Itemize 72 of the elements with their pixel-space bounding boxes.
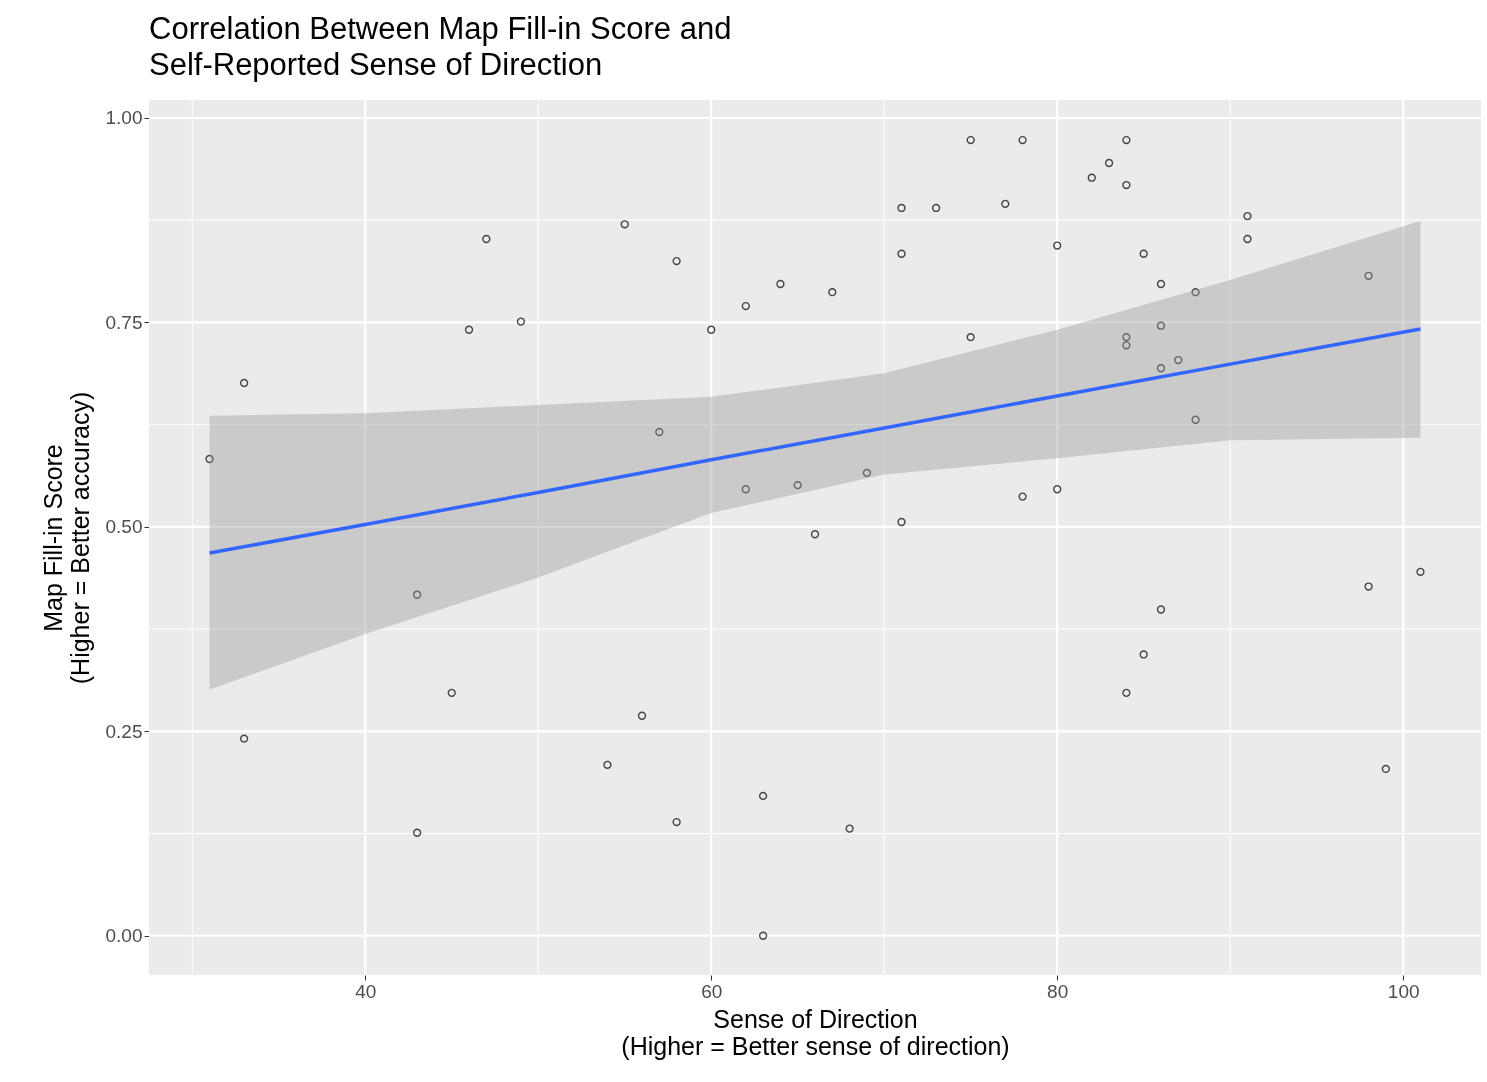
point [897, 249, 906, 258]
point [205, 454, 214, 464]
point [1104, 158, 1114, 168]
point [239, 734, 249, 743]
point [966, 332, 975, 342]
point [966, 135, 975, 145]
point [1364, 271, 1373, 280]
point [1156, 364, 1166, 373]
point [1416, 567, 1425, 576]
point [776, 279, 785, 289]
point [931, 203, 941, 213]
point [412, 828, 422, 837]
point [793, 481, 802, 490]
point [810, 530, 820, 539]
point [412, 590, 422, 599]
x-tick-label: 60 [701, 980, 723, 1002]
y-axis-title: Map Fill-in Score (Higher = Better accuracy) [38, 391, 94, 685]
x-tick-label: 80 [1047, 980, 1069, 1002]
point [239, 378, 249, 388]
point [1156, 321, 1166, 330]
point [1139, 249, 1148, 258]
point [707, 325, 716, 334]
point [620, 220, 629, 229]
point [1174, 355, 1183, 365]
point [1122, 135, 1131, 145]
point [1053, 485, 1062, 494]
point [1018, 135, 1027, 145]
line-series [207, 327, 1423, 555]
x-tick-label: 100 [1387, 980, 1420, 1002]
point [1156, 279, 1166, 289]
point [758, 791, 768, 801]
point [1018, 492, 1027, 501]
point [672, 256, 681, 266]
y-tick-label: 1.00 [105, 107, 143, 129]
point [447, 688, 456, 698]
point [1122, 688, 1131, 698]
y-tick-label: 0.00 [105, 925, 143, 947]
point [741, 301, 750, 311]
point [828, 288, 837, 297]
point [845, 824, 854, 833]
point [897, 517, 906, 527]
point [1243, 211, 1252, 221]
point [1191, 415, 1200, 424]
point [1122, 341, 1131, 350]
point [758, 931, 768, 940]
point [1053, 241, 1062, 250]
point [464, 325, 474, 334]
point [1364, 582, 1373, 591]
point [1087, 173, 1096, 182]
point [1001, 199, 1010, 209]
point [741, 485, 750, 494]
point [672, 817, 681, 827]
point [897, 203, 906, 213]
y-tick-label: 0.75 [105, 311, 143, 333]
point [1122, 332, 1131, 342]
point [1191, 288, 1200, 297]
point [1381, 764, 1391, 774]
point [1156, 605, 1166, 614]
x-axis-title: Sense of Direction (Higher = Better sense of direction) [621, 1004, 1010, 1060]
point [637, 711, 647, 720]
point [1243, 234, 1252, 244]
point [482, 234, 491, 244]
point [603, 760, 612, 769]
y-tick-label: 0.25 [105, 720, 143, 742]
x-tick-label: 40 [355, 980, 377, 1002]
point [516, 317, 526, 326]
y-tick-label: 0.50 [105, 516, 143, 538]
chart-title: Correlation Between Map Fill-in Score and Self-Reported Sense of Direction [149, 11, 732, 82]
point [1122, 180, 1131, 190]
point [1139, 650, 1148, 659]
point [655, 427, 664, 437]
point [862, 468, 872, 478]
